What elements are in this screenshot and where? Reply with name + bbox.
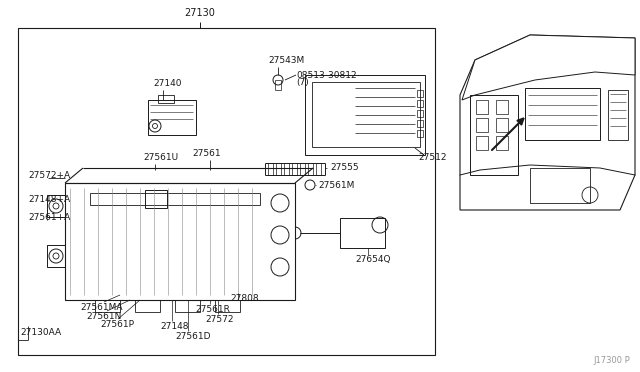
- Bar: [292, 163, 297, 175]
- Bar: [276, 163, 281, 175]
- Bar: [530, 168, 590, 203]
- Bar: [496, 118, 508, 132]
- Text: 27572+A: 27572+A: [28, 170, 70, 180]
- Text: 27543M: 27543M: [268, 56, 304, 65]
- Bar: [305, 75, 425, 155]
- Bar: [312, 82, 420, 147]
- Text: 27561MA: 27561MA: [80, 303, 122, 312]
- Bar: [417, 90, 423, 97]
- Bar: [275, 80, 281, 90]
- Text: 27561M: 27561M: [318, 180, 355, 189]
- Text: 27512: 27512: [418, 153, 447, 162]
- Text: 27561D: 27561D: [175, 332, 211, 341]
- Bar: [316, 163, 321, 175]
- Bar: [215, 300, 240, 312]
- Polygon shape: [462, 35, 635, 100]
- Bar: [476, 118, 488, 132]
- Bar: [95, 300, 120, 312]
- Bar: [496, 100, 508, 114]
- Bar: [417, 120, 423, 127]
- Text: 27561N: 27561N: [86, 312, 122, 321]
- Bar: [300, 163, 305, 175]
- Bar: [476, 100, 488, 114]
- Bar: [496, 136, 508, 150]
- Text: 27130: 27130: [184, 8, 216, 18]
- Text: 27561: 27561: [192, 149, 221, 158]
- Text: 27130AA: 27130AA: [20, 328, 61, 337]
- Text: 27561R: 27561R: [195, 305, 230, 314]
- Text: 08513-30812: 08513-30812: [296, 71, 356, 80]
- Text: 27561P: 27561P: [100, 320, 134, 329]
- Bar: [47, 195, 65, 217]
- Text: 27148: 27148: [160, 322, 189, 331]
- Text: 27561U: 27561U: [143, 153, 178, 162]
- Bar: [525, 88, 600, 140]
- Bar: [135, 300, 160, 312]
- Text: 27808: 27808: [230, 294, 259, 303]
- Text: 27572: 27572: [205, 315, 234, 324]
- Text: J17300 P: J17300 P: [593, 356, 630, 365]
- Bar: [268, 163, 273, 175]
- Bar: [148, 100, 196, 135]
- Bar: [417, 100, 423, 107]
- Text: 27140: 27140: [153, 79, 182, 88]
- Text: 27148+A: 27148+A: [28, 196, 70, 205]
- Bar: [158, 95, 174, 103]
- Bar: [175, 300, 200, 312]
- Bar: [145, 190, 167, 208]
- Bar: [470, 95, 518, 175]
- Text: 27555: 27555: [330, 164, 358, 173]
- Bar: [417, 130, 423, 137]
- Bar: [608, 90, 628, 140]
- Bar: [18, 28, 435, 355]
- Bar: [47, 245, 65, 267]
- Text: 27654Q: 27654Q: [355, 255, 390, 264]
- Bar: [417, 110, 423, 117]
- Bar: [476, 136, 488, 150]
- Bar: [65, 183, 295, 300]
- Text: 27561+A: 27561+A: [28, 214, 70, 222]
- Bar: [308, 163, 313, 175]
- Polygon shape: [460, 35, 635, 210]
- Bar: [284, 163, 289, 175]
- Text: (7): (7): [296, 78, 308, 87]
- Bar: [340, 218, 385, 248]
- Bar: [90, 193, 260, 205]
